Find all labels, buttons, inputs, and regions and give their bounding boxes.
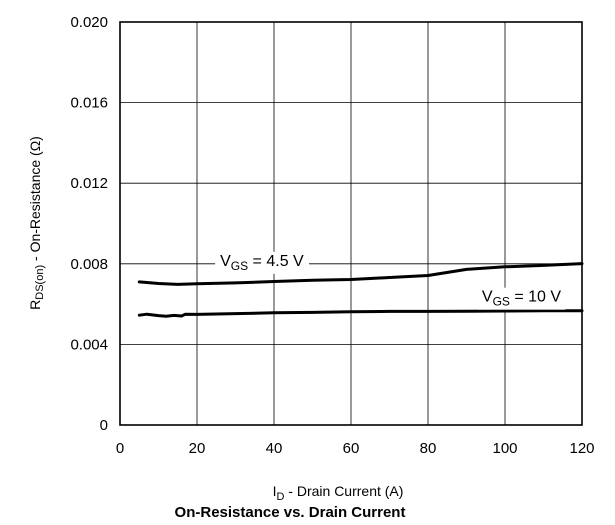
series-label-bg-vgs45 [215,251,310,274]
series-label-vgs-10: VGS = 10 V [482,289,561,309]
y-tick-label: 0.008 [70,256,108,273]
x-tick-label: 80 [420,440,437,457]
chart-title: On-Resistance vs. Drain Current [175,504,406,521]
x-tick-label: 0 [116,440,124,457]
series-label-bg-vgs10 [477,287,566,310]
x-tick-label: 20 [189,440,206,457]
y-tick-labels: 0 0.004 0.008 0.012 0.016 0.020 [70,14,108,434]
plot-frame [119,21,583,426]
grid [120,22,582,425]
x-tick-label: 40 [266,440,283,457]
y-tick-label: 0.012 [70,175,108,192]
x-tick-label: 60 [343,440,360,457]
series-line-vgs-10 [137,309,584,318]
y-tick-label: 0 [100,417,108,434]
y-tick-label: 0.004 [70,336,108,353]
y-axis-title: RDS(on) - On-Resistance (Ω) [27,136,46,310]
x-tick-label: 100 [492,440,517,457]
series-label-vgs-4-5: VGS = 4.5 V [220,253,304,273]
x-axis-title: ID - Drain Current (A) [273,483,404,503]
x-tick-label: 120 [569,440,594,457]
y-tick-label: 0.016 [70,95,108,112]
series-line-vgs-4-5 [137,262,584,286]
y-tick-label: 0.020 [70,14,108,31]
series-lines [137,262,584,318]
x-tick-labels: 0 20 40 60 80 100 120 [116,440,595,457]
